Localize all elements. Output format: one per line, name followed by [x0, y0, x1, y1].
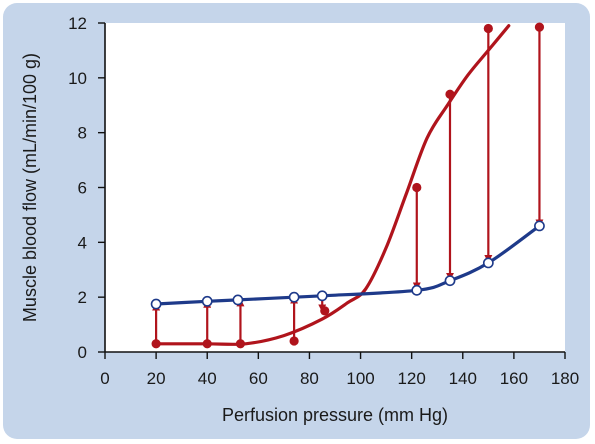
blue-point	[150, 298, 162, 310]
x-tick-label: 20	[147, 369, 166, 388]
x-tick-label: 120	[397, 369, 425, 388]
red-point	[202, 339, 212, 349]
y-tick-label: 2	[78, 288, 87, 307]
red-point	[412, 182, 422, 193]
red-point	[320, 306, 330, 316]
blue-point	[482, 257, 494, 269]
y-tick-label: 4	[78, 233, 87, 252]
red-point	[235, 339, 246, 349]
red-point	[534, 22, 545, 32]
blue-point	[288, 291, 300, 303]
red-point	[151, 339, 161, 349]
blue-point	[534, 220, 545, 232]
blue-point	[411, 284, 423, 296]
y-tick-label: 0	[78, 343, 87, 362]
blue-point	[201, 295, 213, 307]
x-tick-label: 80	[300, 369, 319, 388]
red-curve	[154, 24, 511, 346]
blue-point	[232, 294, 244, 306]
y-tick-label: 12	[68, 14, 87, 33]
blue-point	[316, 290, 328, 302]
red-point	[483, 23, 493, 34]
x-tick-label: 0	[100, 369, 109, 388]
y-tick-label: 10	[68, 69, 87, 88]
blue-point	[444, 275, 456, 287]
x-tick-label: 40	[198, 369, 217, 388]
x-tick-label: 60	[249, 369, 268, 388]
x-tick-label: 140	[449, 369, 477, 388]
y-axis-title: Muscle blood flow (mL/min/100 g)	[20, 53, 40, 322]
red-point	[289, 336, 299, 346]
points-layer	[150, 22, 545, 349]
x-axis-title: Perfusion pressure (mm Hg)	[222, 405, 448, 425]
y-tick-label: 8	[78, 124, 87, 143]
y-tick-label: 6	[78, 179, 87, 198]
red-point	[445, 89, 455, 99]
x-tick-label: 100	[346, 369, 374, 388]
x-tick-label: 180	[551, 369, 579, 388]
x-tick-label: 160	[500, 369, 528, 388]
axes-layer: 0 20 40 60 80 100 120 140 160 180 0 2 4 6 8 10 12	[68, 14, 579, 388]
